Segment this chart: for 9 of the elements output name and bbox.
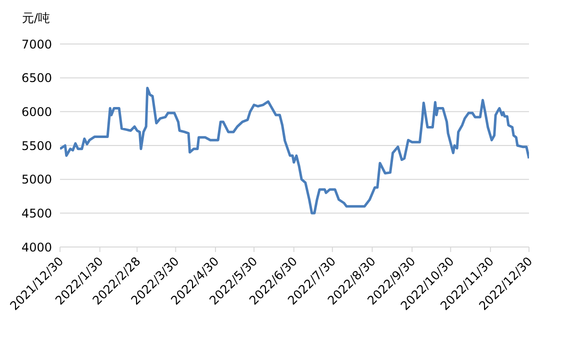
y-tick-label: 7000 (21, 37, 52, 52)
y-tick-label: 5000 (21, 172, 52, 187)
y-axis-title: 元/吨 (22, 11, 50, 25)
y-tick-label: 4000 (21, 240, 52, 254)
y-tick-label: 6500 (21, 71, 52, 86)
y-tick-label: 6000 (21, 104, 52, 119)
y-tick-label: 5500 (21, 138, 52, 153)
y-tick-label: 4500 (21, 206, 52, 220)
line-series (60, 86, 529, 214)
